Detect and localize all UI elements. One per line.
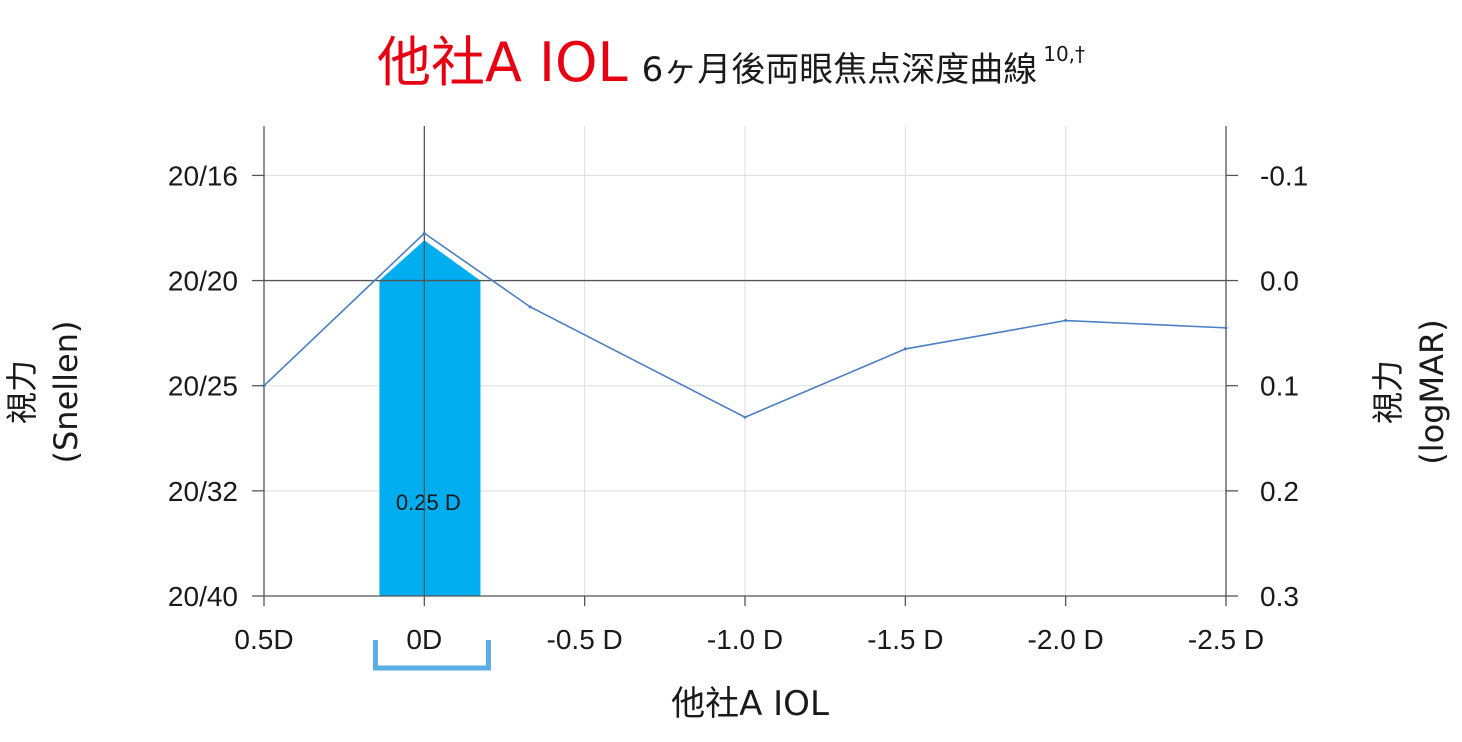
title-rest: 6ヶ月後両眼焦点深度曲線	[641, 50, 1038, 90]
x-tick-label: 0D	[406, 624, 442, 655]
x-tick-label: -0.5 D	[547, 624, 623, 655]
y-tick-label-right: 0.3	[1260, 581, 1299, 612]
x-tick-label: -2.0 D	[1028, 624, 1104, 655]
y-tick-label-right: 0.0	[1260, 266, 1299, 297]
band-label: 0.25 D	[396, 490, 461, 515]
y-tick-label-left: 20/40	[168, 581, 238, 612]
y-tick-label-left: 20/25	[168, 371, 238, 402]
data-point	[1064, 319, 1068, 323]
x-axis-title: 他社A IOL	[671, 684, 829, 724]
data-point	[903, 347, 907, 351]
data-point	[1224, 326, 1228, 330]
y-tick-label-right: -0.1	[1260, 160, 1308, 191]
y-axis-title-left-line-0: 視力	[3, 360, 41, 425]
chart-title: 他社A IOL 6ヶ月後両眼焦点深度曲線 10,†	[0, 18, 1462, 97]
title-brand: 他社A IOL	[376, 31, 628, 94]
y-axis-title-right-line-1: (logMAR)	[1413, 319, 1451, 465]
y-tick-label-right: 0.1	[1260, 371, 1299, 402]
y-tick-label-left: 20/16	[168, 160, 238, 191]
y-tick-label-left: 20/20	[168, 266, 238, 297]
data-point	[743, 415, 747, 419]
x-tick-label: -1.0 D	[707, 624, 783, 655]
y-axis-title-left: 視力 (Snellen)	[0, 272, 88, 512]
data-point	[528, 305, 532, 309]
y-axis-title-right: 視力 (logMAR)	[1366, 272, 1454, 512]
depth-of-focus-band	[379, 240, 481, 596]
x-tick-label: -1.5 D	[867, 624, 943, 655]
x-tick-label: -2.5 D	[1188, 624, 1264, 655]
y-axis-title-right-line-0: 視力	[1369, 360, 1407, 425]
data-point	[422, 231, 426, 235]
y-tick-label-left: 20/32	[168, 476, 238, 507]
y-tick-label-right: 0.2	[1260, 476, 1299, 507]
y-axis-title-left-line-1: (Snellen)	[47, 320, 85, 464]
x-tick-label: 0.5D	[234, 624, 293, 655]
band-bracket	[372, 640, 491, 671]
title-superscript: 10,†	[1043, 42, 1086, 66]
